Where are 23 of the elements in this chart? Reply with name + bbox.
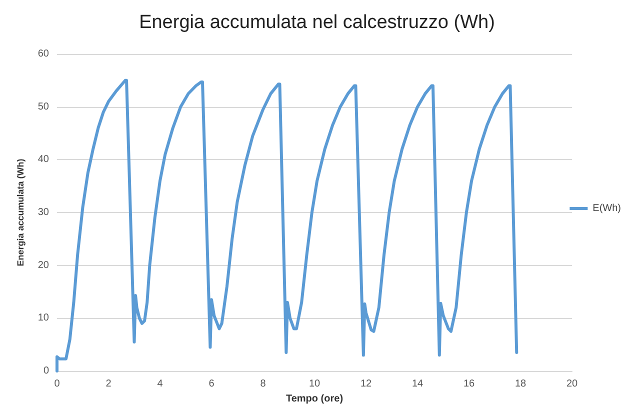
x-tick-label: 8 [260,378,266,390]
x-tick-label: 10 [308,378,320,390]
y-tick-label: 50 [38,101,50,112]
x-tick-label: 2 [106,378,112,390]
y-tick-label: 60 [38,48,50,60]
y-tick-label: 10 [38,312,50,324]
x-tick-label: 4 [157,378,164,390]
x-axis-title: Tempo (ore) [286,393,344,404]
legend-label: E(Wh) [592,203,622,214]
y-tick-label: 0 [43,366,50,376]
x-tick-label: 6 [208,378,215,390]
x-tick-label: 18 [514,378,526,390]
y-tick-label: 20 [38,260,50,271]
x-tick-label: 0 [54,378,60,390]
y-tick-label: 30 [38,207,50,218]
x-tick-label: 12 [360,378,372,390]
x-tick-label: 16 [463,378,475,390]
line-series [56,78,518,372]
x-tick-label: 14 [412,378,424,390]
x-tick-label: 20 [566,378,578,390]
y-axis-title: Energia accumulata (Wh) [16,158,26,266]
y-tick-label: 40 [38,154,50,166]
chart-title: Energia accumulata nel calcestruzzo (Wh) [139,12,495,33]
